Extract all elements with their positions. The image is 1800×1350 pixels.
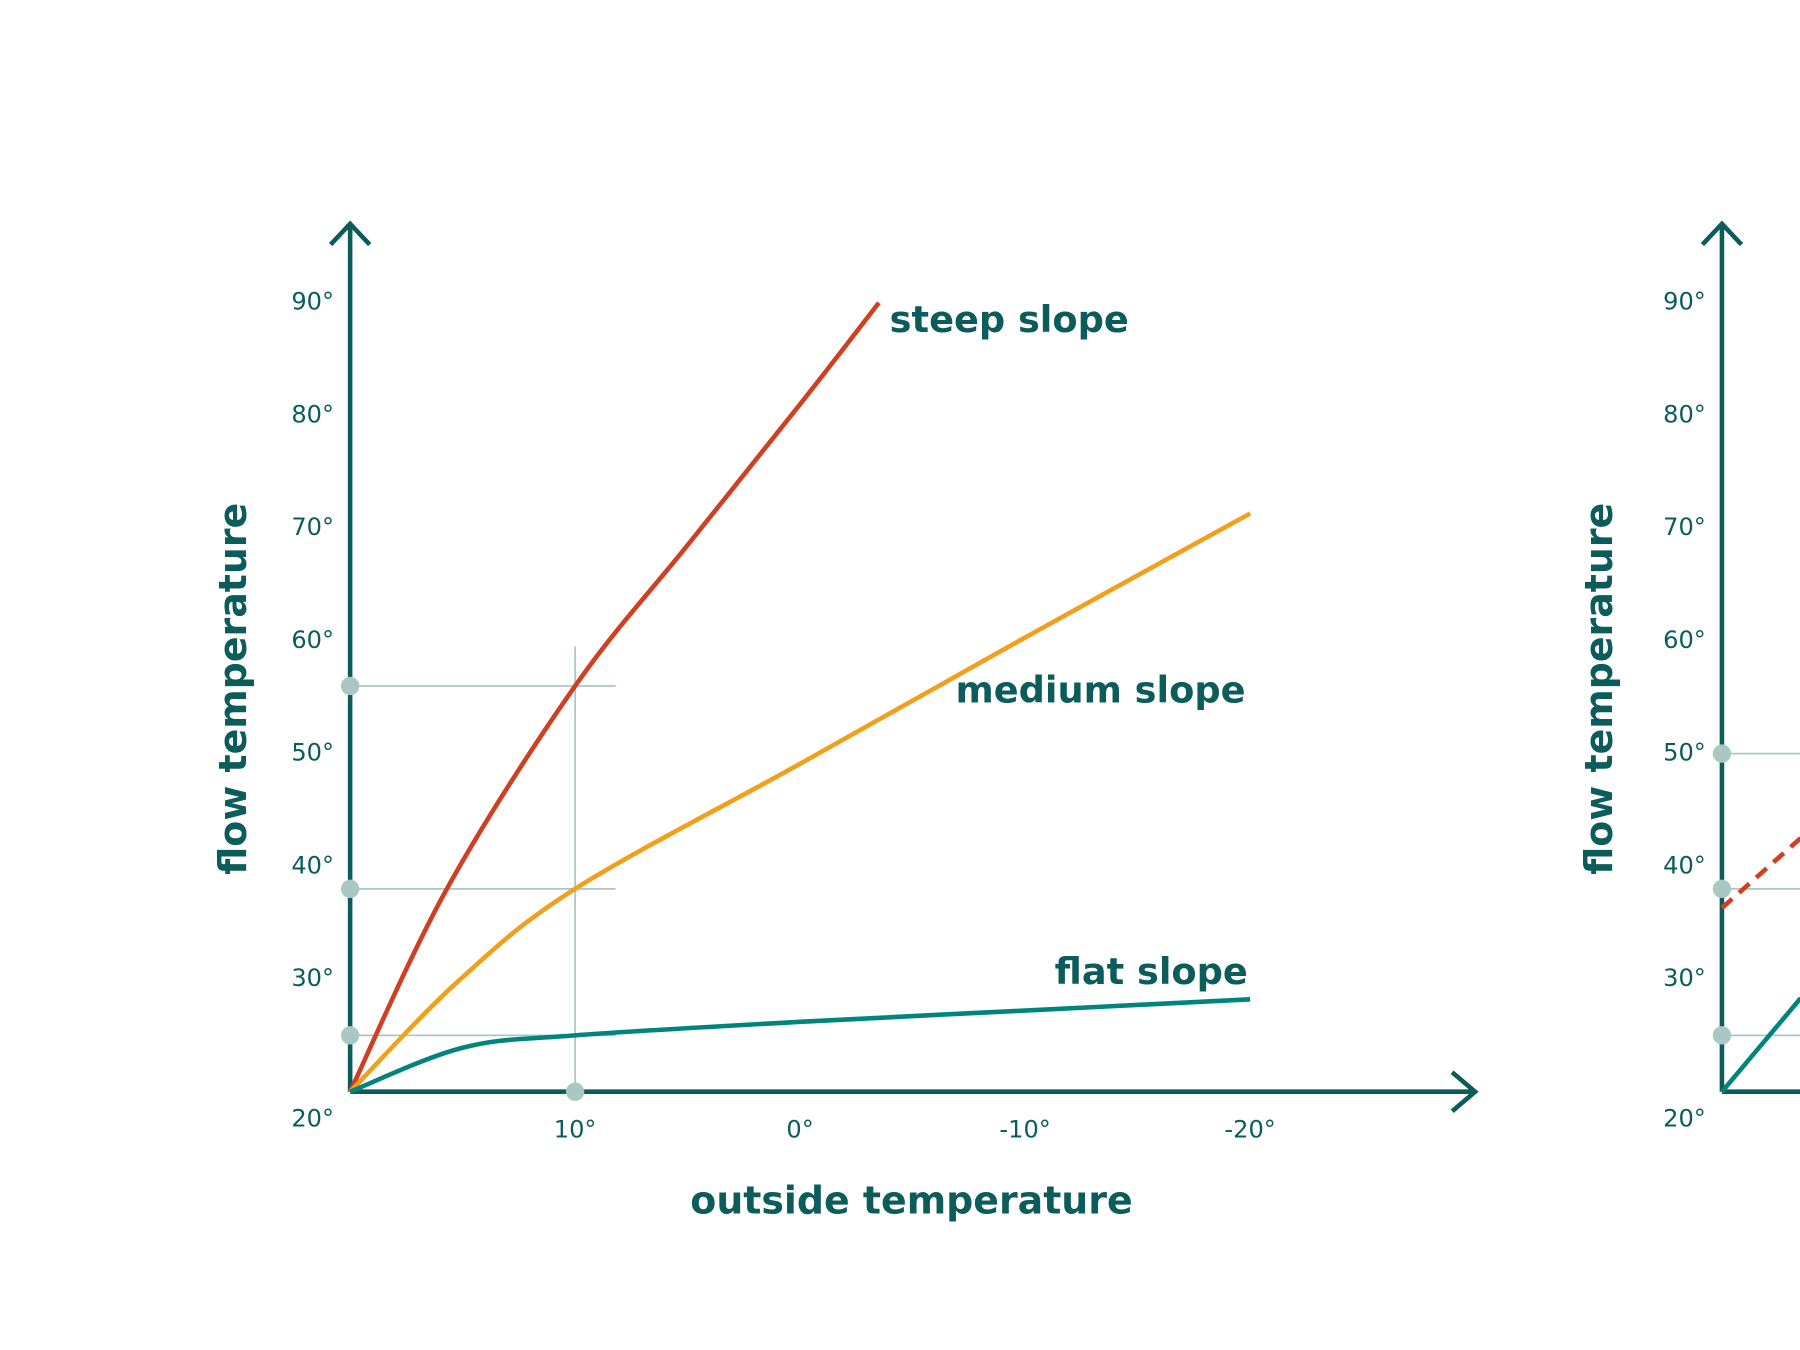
y-tick-label: 20° — [291, 1104, 334, 1132]
series-line — [348, 511, 1252, 1094]
y-tick-label: 50° — [1663, 739, 1706, 767]
series-line — [348, 301, 881, 1093]
series-line — [349, 996, 1251, 1094]
x-tick-label: 10° — [554, 1116, 597, 1144]
x-tick-label: -10° — [999, 1116, 1050, 1144]
y-tick-label: 60° — [291, 626, 334, 654]
series-line — [1720, 996, 1800, 1094]
y-axis-title: flow temperature — [1577, 503, 1621, 875]
y-tick-label: 80° — [291, 400, 334, 428]
y-tick-label: 30° — [291, 964, 334, 992]
y-tick-label: 60° — [1663, 626, 1706, 654]
x-axis-title: outside temperature — [690, 1179, 1132, 1223]
y-tick-label: 70° — [291, 513, 334, 541]
plot: 20° 30° 40° 50° 60° 70° 80° 90° 10° 0° -10° -20° ste… — [211, 220, 1479, 1223]
x-tick-label: 0° — [786, 1116, 813, 1144]
y-tick-label: 90° — [1663, 288, 1706, 316]
series-line — [1720, 836, 1800, 910]
y-tick-label: 80° — [1663, 400, 1706, 428]
guide-dot — [340, 676, 360, 696]
series-label: medium slope — [955, 669, 1245, 712]
y-tick-label: 30° — [1663, 964, 1706, 992]
plot: 20° 30° 40° 50° 60° 70° 80° 90° flow temperature — [1577, 220, 1800, 1132]
guide-dot — [1712, 879, 1732, 899]
y-axis — [328, 220, 372, 1092]
y-axis — [1700, 220, 1744, 1092]
y-tick-label: 70° — [1663, 513, 1706, 541]
y-tick-label: 20° — [1663, 1104, 1706, 1132]
x-axis — [350, 1070, 1479, 1113]
x-tick-label: -20° — [1224, 1116, 1275, 1144]
series-label: flat slope — [1055, 950, 1248, 993]
y-tick-label: 90° — [291, 288, 334, 316]
y-tick-label: 50° — [291, 739, 334, 767]
series-label: steep slope — [890, 298, 1129, 341]
guide-dot — [340, 1026, 360, 1045]
guide-dot — [340, 879, 360, 899]
y-tick-label: 40° — [291, 851, 334, 879]
guide-dot — [1712, 1026, 1732, 1045]
guide-dot — [1712, 744, 1732, 763]
y-axis-title: flow temperature — [211, 503, 255, 875]
y-tick-label: 40° — [1663, 851, 1706, 879]
guide-dot — [565, 1082, 585, 1101]
